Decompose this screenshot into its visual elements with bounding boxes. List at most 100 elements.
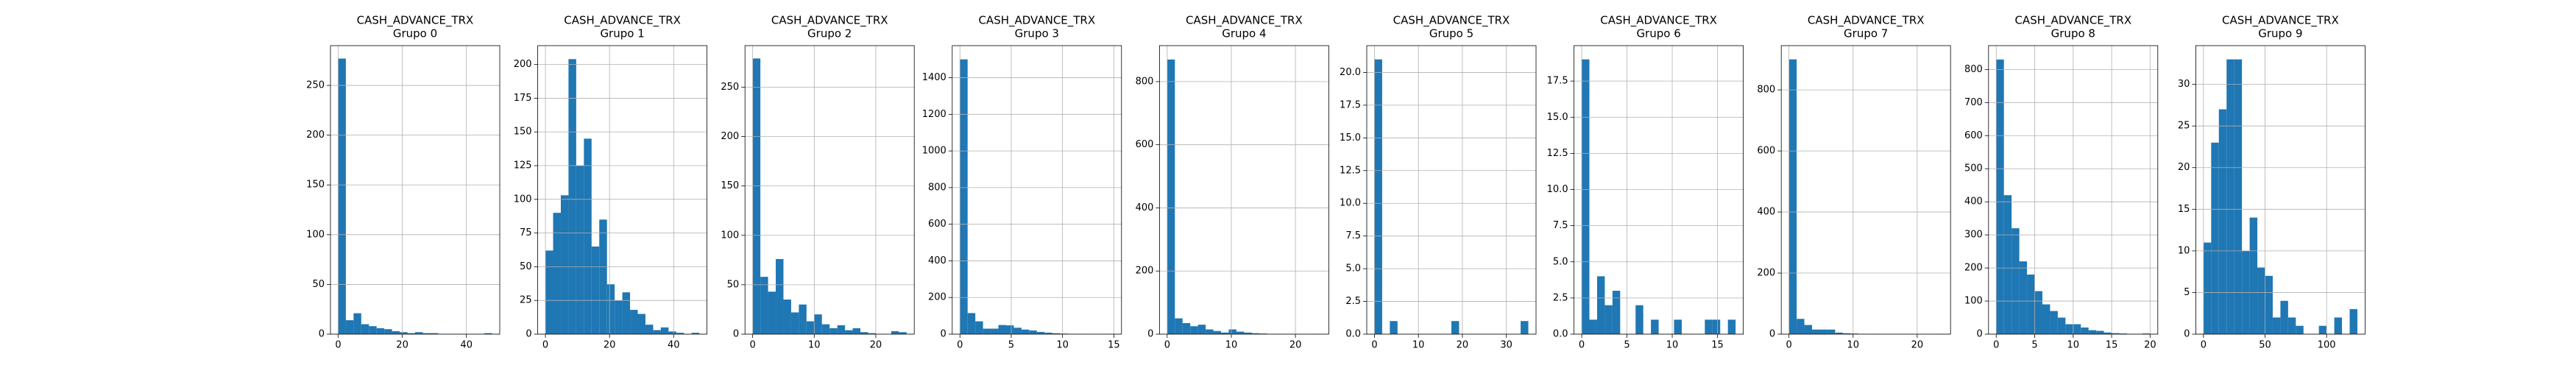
bar xyxy=(584,138,592,334)
y-tick-label: 700 xyxy=(1964,97,1983,108)
bar xyxy=(2272,317,2281,334)
chart-subtitle: Grupo 0 xyxy=(393,27,437,40)
bar xyxy=(1244,332,1252,334)
y-tick-label: 20.0 xyxy=(1340,67,1361,78)
x-tick-label: 30 xyxy=(1500,340,1512,351)
bar xyxy=(1635,305,1643,334)
bar xyxy=(1206,329,1214,334)
x-tick-label: 0 xyxy=(1993,340,1999,351)
x-tick-label: 20 xyxy=(604,340,616,351)
bar xyxy=(1996,59,2004,334)
bar xyxy=(484,333,492,334)
chart-title: CASH_ADVANCE_TRX xyxy=(1186,14,1303,28)
bar xyxy=(1842,333,1851,334)
y-tick-label: 100 xyxy=(1964,296,1983,307)
y-tick-label: 150 xyxy=(721,180,739,191)
bar xyxy=(2226,59,2234,335)
bar xyxy=(1612,291,1621,334)
bar xyxy=(814,314,822,334)
bar xyxy=(2142,333,2151,334)
y-tick-label: 12.5 xyxy=(1340,165,1361,176)
bar xyxy=(615,300,623,334)
y-tick-label: 100 xyxy=(514,194,532,205)
chart-subtitle: Grupo 8 xyxy=(2051,27,2095,40)
bar xyxy=(2265,275,2273,334)
y-tick-label: 200 xyxy=(721,131,739,142)
bar xyxy=(845,330,853,334)
bar xyxy=(2096,330,2104,334)
bar xyxy=(1182,322,1191,334)
x-tick-label: 10 xyxy=(1056,340,1069,351)
axes-frame xyxy=(1988,45,2159,335)
x-tick-label: 0 xyxy=(542,340,548,351)
chart-subtitle: Grupo 7 xyxy=(1844,27,1888,40)
bar xyxy=(821,324,830,334)
bar xyxy=(975,321,983,334)
bar xyxy=(998,325,1006,334)
x-tick-label: 15 xyxy=(1711,340,1724,351)
x-tick-label: 15 xyxy=(1108,340,1120,351)
bar xyxy=(606,284,615,334)
bar xyxy=(899,332,907,334)
bar xyxy=(860,332,868,334)
bar xyxy=(1651,319,1659,334)
y-tick-label: 50 xyxy=(312,279,325,290)
bar xyxy=(2081,328,2089,334)
bar xyxy=(1013,328,1022,334)
bar xyxy=(2065,324,2073,334)
bar xyxy=(2249,217,2258,334)
bar xyxy=(967,313,976,334)
y-tick-label: 0 xyxy=(941,329,946,340)
x-tick-label: 0 xyxy=(1786,340,1792,351)
y-tick-label: 15.0 xyxy=(1340,132,1361,144)
y-tick-label: 600 xyxy=(1964,130,1983,141)
bar xyxy=(983,328,991,334)
bar xyxy=(384,329,392,334)
y-tick-label: 800 xyxy=(1964,64,1983,75)
chart-title: CASH_ADVANCE_TRX xyxy=(771,14,888,28)
y-tick-label: 0 xyxy=(1769,329,1775,340)
y-tick-label: 5.0 xyxy=(1345,263,1361,275)
y-tick-label: 10.0 xyxy=(1340,198,1361,209)
y-tick-label: 7.5 xyxy=(1345,230,1361,241)
bar xyxy=(2019,261,2028,334)
bar xyxy=(776,258,784,334)
bar xyxy=(1804,325,1813,334)
axes-frame xyxy=(2195,45,2366,335)
bar xyxy=(2119,333,2127,334)
x-tick-label: 5 xyxy=(1008,340,1014,351)
y-tick-label: 400 xyxy=(1757,207,1775,218)
bar xyxy=(376,328,385,334)
bar xyxy=(790,312,799,334)
bar xyxy=(760,277,768,334)
bar xyxy=(2003,195,2012,334)
y-tick-label: 200 xyxy=(514,59,532,70)
bar xyxy=(1021,329,1030,334)
bar xyxy=(991,328,999,334)
x-tick-label: 20 xyxy=(1289,340,1302,351)
y-tick-label: 0 xyxy=(319,329,325,340)
bar xyxy=(2257,267,2265,334)
y-tick-label: 0 xyxy=(1147,329,1153,340)
axes-frame xyxy=(1366,45,1537,335)
chart-title: CASH_ADVANCE_TRX xyxy=(978,14,1095,28)
y-tick-label: 50 xyxy=(520,261,532,272)
bar xyxy=(668,331,676,334)
x-tick-label: 20 xyxy=(870,340,882,351)
bar xyxy=(1029,330,1037,334)
y-tick-label: 15.0 xyxy=(1547,112,1568,123)
y-tick-label: 12.5 xyxy=(1547,148,1568,159)
bar xyxy=(1175,318,1183,334)
bar xyxy=(1044,333,1052,334)
y-tick-label: 800 xyxy=(1757,85,1775,96)
bar xyxy=(2034,291,2042,334)
axes-frame xyxy=(744,45,915,335)
bar xyxy=(2296,325,2304,334)
bar xyxy=(1521,321,1529,334)
y-tick-label: 800 xyxy=(928,182,946,193)
x-tick-label: 50 xyxy=(2259,340,2271,351)
bar xyxy=(1604,305,1613,334)
x-tick-label: 0 xyxy=(1579,340,1585,351)
x-tick-label: 0 xyxy=(2201,340,2207,351)
bar xyxy=(1835,332,1843,334)
